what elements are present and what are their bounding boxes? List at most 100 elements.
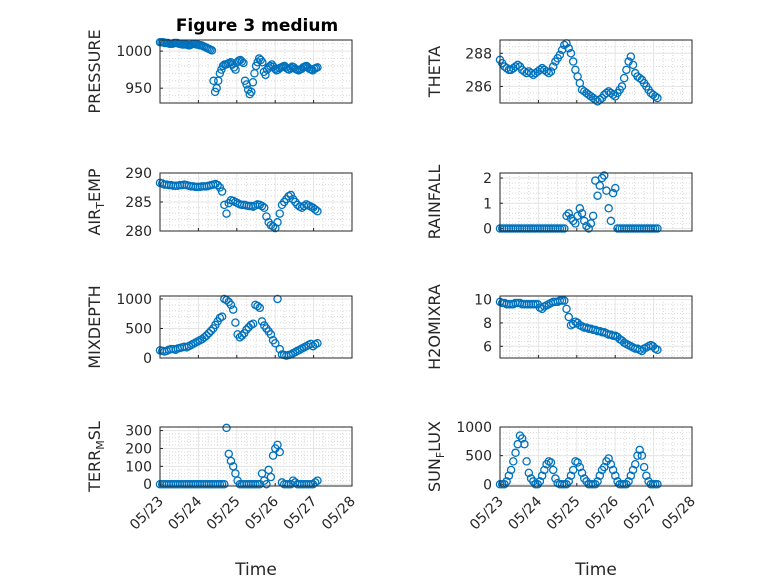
data-point [540, 465, 549, 475]
data-point [564, 312, 573, 322]
data-point [217, 187, 227, 196]
axes-box [499, 39, 693, 104]
x-axis-label: Time [234, 560, 277, 580]
x-tick-label: 05/25 [544, 494, 584, 534]
data-point [502, 477, 511, 486]
data-point [237, 57, 247, 66]
data-point [593, 191, 602, 200]
data-point [588, 211, 598, 221]
data-point [619, 73, 629, 83]
data-point [313, 63, 322, 72]
data-point [237, 331, 247, 340]
x-tick-label: 05/24 [505, 493, 545, 533]
chart-panel: 0 500 1000 SUNFLUX 05/2305/2405/2505/2605/27… [425, 420, 699, 580]
data-point [273, 294, 282, 304]
chart-panel: 0 1 2 RAINFALL [425, 165, 693, 240]
data-point [542, 67, 551, 76]
data-point [509, 457, 518, 466]
data-point [562, 304, 571, 314]
data-point [604, 454, 613, 463]
y-axis-label: SUNFLUX [425, 421, 447, 492]
y-tick-label: 500 [465, 449, 492, 465]
data-point [239, 58, 248, 68]
data-point [220, 479, 229, 489]
data-point [262, 479, 271, 489]
data-point [546, 458, 556, 467]
data-point [266, 472, 276, 482]
axes-box [159, 426, 353, 487]
x-tick-label: 05/23 [467, 494, 507, 534]
data-point [213, 180, 222, 190]
data-point [653, 224, 662, 233]
y-tick-label: 1000 [116, 44, 152, 60]
data-point [551, 474, 560, 483]
data-point [548, 62, 558, 71]
plot-area [500, 173, 692, 231]
axes-box [159, 172, 353, 232]
plot-area [160, 40, 352, 103]
y-axis-label: MIXDEPTH [85, 285, 104, 368]
data-point [513, 60, 522, 70]
x-tick-label: 05/26 [242, 493, 282, 533]
data-point [653, 345, 662, 355]
data-point [506, 465, 516, 475]
x-tick-label: 05/23 [127, 494, 167, 534]
y-tick-label: 500 [125, 321, 152, 337]
y-axis-label: PRESSURE [85, 29, 104, 113]
data-point [257, 201, 267, 211]
axes-box [499, 295, 693, 359]
data-point [566, 471, 576, 480]
data-point [207, 46, 217, 55]
data-point [631, 459, 640, 469]
y-tick-label: 280 [125, 224, 152, 240]
data-point [597, 173, 607, 183]
y-tick-label: 1000 [456, 420, 492, 436]
data-point [606, 459, 616, 469]
figure-title: Figure 3 medium [176, 16, 338, 36]
data-point [262, 212, 271, 221]
data-point [635, 445, 644, 455]
data-point [573, 211, 582, 221]
data-point [635, 73, 644, 83]
data-point [261, 70, 270, 80]
data-point [504, 471, 514, 480]
y-tick-label: 0 [143, 351, 152, 367]
data-point [566, 49, 576, 58]
data-point [653, 480, 662, 489]
x-tick-label: 05/27 [621, 494, 661, 534]
data-point [564, 44, 573, 53]
data-point [253, 301, 262, 311]
data-point [206, 326, 216, 336]
y-tick-label: 285 [125, 195, 152, 211]
data-point [593, 477, 602, 486]
data-point [639, 462, 649, 472]
data-point [564, 477, 573, 486]
data-point [222, 423, 231, 433]
data-point [548, 465, 558, 475]
data-point [245, 89, 254, 99]
x-tick-label: 05/26 [582, 493, 622, 533]
data-point [633, 451, 642, 460]
data-point [653, 93, 662, 103]
data-point [595, 471, 605, 480]
data-point [611, 471, 620, 480]
chart-panel: 280 285 290 AIRTEMP [85, 166, 353, 240]
y-tick-label: 8 [483, 316, 492, 332]
y-axis-label: RAINFALL [425, 165, 444, 240]
data-point [222, 295, 231, 305]
data-point [256, 55, 266, 65]
axes-box [159, 295, 353, 359]
data-point [535, 477, 545, 486]
y-tick-label: 288 [465, 46, 492, 62]
axes-box [499, 426, 693, 487]
data-point [562, 211, 571, 221]
data-point [220, 200, 229, 210]
data-point [275, 209, 284, 218]
data-point [637, 451, 647, 460]
chart-panel: 286 288 THETA [425, 39, 693, 106]
data-point [586, 219, 596, 228]
data-point [571, 219, 580, 228]
y-tick-label: 2 [483, 171, 492, 187]
data-point [650, 92, 660, 101]
data-point [624, 477, 633, 486]
